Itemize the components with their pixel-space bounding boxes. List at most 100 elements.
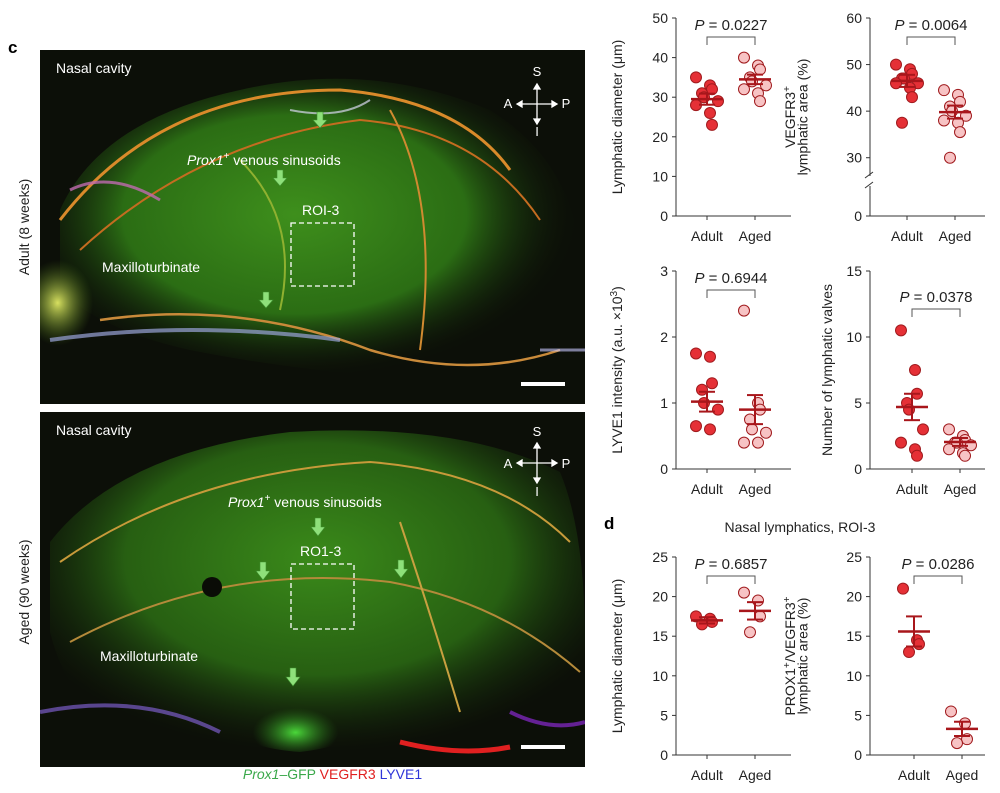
adult-micrograph-image: S A P I Nasal cavity Prox1+ venous sinus… bbox=[40, 50, 585, 404]
data-point bbox=[704, 350, 716, 363]
legend-vegfr3: VEGFR3 bbox=[319, 766, 376, 782]
y-axis-label: Lymphatic diameter (μm) bbox=[609, 579, 625, 734]
aged-compass-s: S bbox=[533, 424, 542, 439]
x-tick-label-aged: Aged bbox=[739, 228, 772, 244]
data-point bbox=[943, 443, 955, 456]
p-value-label: P = 0.0286 bbox=[902, 556, 975, 573]
data-point bbox=[712, 403, 724, 416]
series-adult bbox=[890, 58, 924, 129]
axis-break-mark bbox=[864, 181, 874, 189]
y-tick-label: 10 bbox=[846, 329, 862, 345]
significance-bracket bbox=[706, 289, 756, 298]
data-point bbox=[895, 436, 907, 449]
p-value-label: P = 0.6857 bbox=[695, 556, 768, 573]
p-value-label: P = 0.6944 bbox=[695, 270, 768, 287]
y-tick-label: 15 bbox=[846, 628, 862, 644]
adult-micrograph: S A P I Nasal cavity Prox1+ venous sinus… bbox=[40, 50, 585, 404]
data-point bbox=[943, 423, 955, 436]
adult-roi-label: ROI-3 bbox=[302, 202, 340, 218]
aged-micrograph: S A P I Nasal cavity Prox1+ venous sinus… bbox=[40, 412, 585, 767]
data-point bbox=[896, 116, 908, 129]
data-point bbox=[738, 51, 750, 64]
data-point bbox=[706, 377, 718, 390]
data-point bbox=[897, 582, 909, 595]
data-point bbox=[690, 420, 702, 433]
y-tick-label: 0 bbox=[854, 461, 862, 477]
x-tick-label-aged: Aged bbox=[944, 481, 977, 497]
chart-lyve1-intensity-c: 0 1 2 3 Adult Aged LYVE1 intensity (a.u. ×103)… bbox=[609, 263, 791, 497]
data-point bbox=[704, 107, 716, 120]
adult-compass-p: P bbox=[562, 96, 571, 111]
data-point bbox=[738, 83, 750, 96]
series-adult bbox=[897, 582, 930, 659]
data-point bbox=[738, 586, 750, 599]
x-tick-label-adult: Adult bbox=[898, 767, 930, 783]
y-tick-label: 15 bbox=[846, 263, 862, 279]
series-adult bbox=[690, 71, 724, 131]
axis-break-mark bbox=[864, 171, 874, 179]
series-aged bbox=[738, 304, 772, 449]
legend-prox1-gfp: Prox1–GFP bbox=[242, 766, 316, 782]
x-tick-label-aged: Aged bbox=[739, 767, 772, 783]
series-adult bbox=[690, 610, 723, 631]
x-tick-label-adult: Adult bbox=[891, 228, 923, 244]
data-point bbox=[913, 638, 925, 651]
data-point bbox=[760, 426, 772, 439]
data-point bbox=[906, 91, 918, 104]
y-tick-label: 30 bbox=[846, 150, 862, 166]
series-aged bbox=[945, 705, 978, 750]
y-tick-label: 40 bbox=[846, 103, 862, 119]
y-tick-label: 3 bbox=[660, 263, 668, 279]
panel-d-letter: d bbox=[604, 514, 615, 533]
significance-bracket bbox=[706, 575, 756, 584]
data-point bbox=[690, 71, 702, 84]
y-tick-label: 2 bbox=[660, 329, 668, 345]
y-tick-label: 25 bbox=[652, 549, 668, 565]
data-point bbox=[738, 436, 750, 449]
aged-compass-i: I bbox=[535, 484, 539, 499]
data-point bbox=[895, 324, 907, 337]
series-adult bbox=[895, 324, 929, 462]
data-point bbox=[903, 646, 915, 659]
chart-vegfr3-lymphatic-area-c: 0 30 40 50 60 Adult Aged VEGFR3+ lymphatic area … bbox=[782, 10, 985, 244]
y-tick-label: 0 bbox=[660, 461, 668, 477]
x-tick-label-adult: Adult bbox=[691, 767, 723, 783]
data-point bbox=[690, 347, 702, 360]
series-aged bbox=[938, 84, 972, 164]
data-point bbox=[704, 423, 716, 436]
y-tick-label: 20 bbox=[846, 589, 862, 605]
data-point bbox=[938, 84, 950, 97]
significance-bracket bbox=[706, 36, 756, 45]
data-point bbox=[744, 626, 756, 639]
channel-legend: Prox1–GFP VEGFR3 LYVE1 bbox=[60, 766, 605, 782]
data-point bbox=[917, 423, 929, 436]
data-point bbox=[890, 58, 902, 71]
p-value-label: P = 0.0378 bbox=[900, 289, 973, 306]
y-tick-label: 0 bbox=[854, 747, 862, 763]
aged-compass-p: P bbox=[562, 456, 571, 471]
x-tick-label-aged: Aged bbox=[946, 767, 979, 783]
p-value-label: P = 0.0227 bbox=[695, 17, 768, 34]
data-point bbox=[938, 114, 950, 127]
adult-compass-i: I bbox=[535, 124, 539, 139]
x-tick-label-aged: Aged bbox=[739, 481, 772, 497]
data-point bbox=[754, 63, 766, 76]
data-point bbox=[909, 364, 921, 376]
series-aged bbox=[738, 586, 771, 639]
significance-bracket bbox=[911, 308, 961, 317]
legend-lyve1: LYVE1 bbox=[379, 766, 423, 782]
x-tick-label-aged: Aged bbox=[939, 228, 972, 244]
y-tick-label: 1 bbox=[660, 395, 668, 411]
y-axis-label: PROX1+/VEGFR3+ lymphatic area (%) bbox=[782, 596, 811, 715]
y-tick-label: 30 bbox=[652, 89, 668, 105]
data-point bbox=[696, 383, 708, 396]
y-tick-label: 10 bbox=[652, 668, 668, 684]
y-axis-label: LYVE1 intensity (a.u. ×103) bbox=[609, 286, 625, 454]
y-axis-label: Lymphatic diameter (μm) bbox=[609, 40, 625, 195]
series-aged bbox=[738, 51, 772, 108]
data-point bbox=[752, 436, 764, 449]
y-axis-label: VEGFR3+ lymphatic area (%) bbox=[782, 59, 811, 176]
aged-region-label: Nasal cavity bbox=[56, 422, 131, 438]
panel-c-letter: c bbox=[8, 38, 18, 57]
